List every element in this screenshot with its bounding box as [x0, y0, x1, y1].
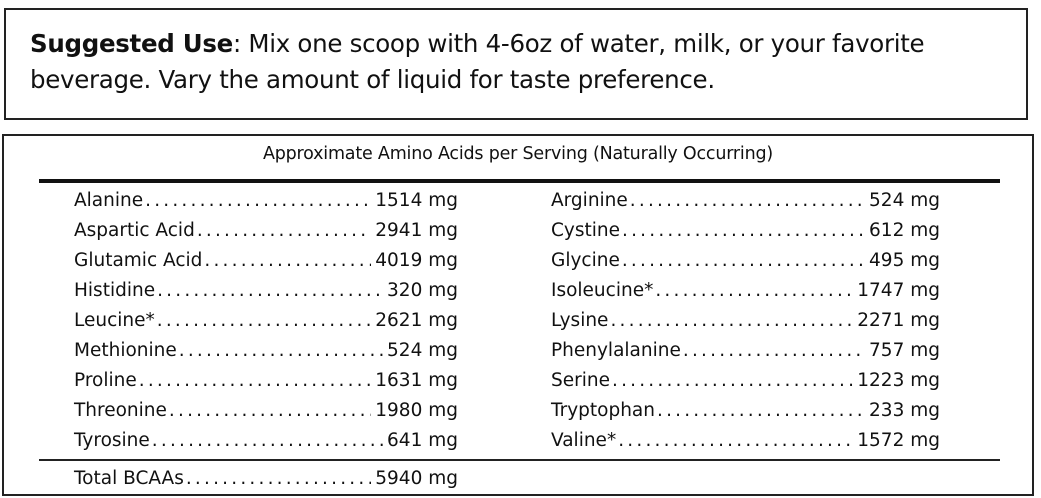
row-name: Serine — [551, 370, 610, 391]
suggested-use-body: : Mix one scoop with 4-6oz of water, mil… — [30, 29, 925, 94]
table-row: Glycine 495 mg — [551, 246, 940, 276]
row-name: Glutamic Acid — [74, 250, 203, 271]
row-value: 1980 mg — [375, 400, 458, 421]
dot-leader — [179, 336, 383, 366]
row-name: Alanine — [74, 190, 144, 211]
dot-leader — [622, 246, 865, 276]
table-row: Arginine 524 mg — [551, 186, 940, 216]
dot-leader — [618, 426, 853, 456]
table-row: Phenylalanine 757 mg — [551, 336, 940, 366]
suggested-use-text: Suggested Use: Mix one scoop with 4-6oz … — [30, 26, 1020, 98]
dot-leader — [610, 306, 853, 336]
row-name: Glycine — [551, 250, 620, 271]
dot-leader — [612, 366, 853, 396]
table-row: Alanine 1514 mg — [74, 186, 458, 216]
row-value: 5940 mg — [375, 468, 458, 489]
row-name: Arginine — [551, 190, 628, 211]
row-name: Phenylalanine — [551, 340, 681, 361]
dot-leader — [655, 276, 853, 306]
table-row: Threonine 1980 mg — [74, 396, 458, 426]
dot-leader — [169, 396, 371, 426]
header-rule — [39, 179, 1000, 183]
row-value: 612 mg — [869, 220, 940, 241]
row-name: Valine* — [551, 430, 617, 451]
total-bcaas-row: Total BCAAs 5940 mg — [74, 464, 458, 494]
row-value: 2941 mg — [375, 220, 458, 241]
row-name: Aspartic Acid — [74, 220, 195, 241]
table-row: Tyrosine 641 mg — [74, 426, 458, 456]
table-row: Cystine 612 mg — [551, 216, 940, 246]
row-value: 641 mg — [387, 430, 458, 451]
row-value: 320 mg — [387, 280, 458, 301]
total-rule — [39, 459, 1000, 461]
row-value: 2271 mg — [857, 310, 940, 331]
right-column: Arginine 524 mg Cystine 612 mg Glycine 495 mg… — [551, 186, 940, 456]
row-value: 1631 mg — [375, 370, 458, 391]
row-name: Proline — [74, 370, 137, 391]
table-row: Isoleucine* 1747 mg — [551, 276, 940, 306]
amino-acids-table: Approximate Amino Acids per Serving (Nat… — [2, 134, 1034, 496]
row-name: Tryptophan — [551, 400, 655, 421]
total-section: Total BCAAs 5940 mg — [74, 464, 458, 494]
left-column: Alanine 1514 mg Aspartic Acid 2941 mg Glutam… — [74, 186, 458, 456]
row-value: 1747 mg — [857, 280, 940, 301]
suggested-use-label: Suggested Use — [30, 29, 233, 58]
dot-leader — [152, 426, 383, 456]
table-row: Valine* 1572 mg — [551, 426, 940, 456]
table-row: Proline 1631 mg — [74, 366, 458, 396]
dot-leader — [630, 186, 865, 216]
table-row: Tryptophan 233 mg — [551, 396, 940, 426]
row-name: Cystine — [551, 220, 621, 241]
table-row: Leucine* 2621 mg — [74, 306, 458, 336]
row-value: 233 mg — [869, 400, 940, 421]
row-value: 757 mg — [869, 340, 940, 361]
table-row: Histidine 320 mg — [74, 276, 458, 306]
dot-leader — [622, 216, 865, 246]
dot-leader — [145, 186, 371, 216]
dot-leader — [139, 366, 372, 396]
row-value: 1223 mg — [857, 370, 940, 391]
dot-leader — [683, 336, 865, 366]
dot-leader — [197, 216, 371, 246]
row-name: Total BCAAs — [74, 468, 184, 489]
row-value: 4019 mg — [375, 250, 458, 271]
row-name: Lysine — [551, 310, 609, 331]
table-row: Aspartic Acid 2941 mg — [74, 216, 458, 246]
dot-leader — [186, 464, 371, 494]
dot-leader — [204, 246, 371, 276]
row-value: 524 mg — [869, 190, 940, 211]
row-name: Tyrosine — [74, 430, 150, 451]
row-name: Isoleucine* — [551, 280, 654, 301]
row-value: 2621 mg — [375, 310, 458, 331]
row-name: Methionine — [74, 340, 177, 361]
row-value: 524 mg — [387, 340, 458, 361]
row-value: 495 mg — [869, 250, 940, 271]
dot-leader — [157, 276, 383, 306]
row-name: Threonine — [74, 400, 167, 421]
row-name: Leucine* — [74, 310, 155, 331]
row-value: 1572 mg — [857, 430, 940, 451]
table-row: Methionine 524 mg — [74, 336, 458, 366]
row-value: 1514 mg — [375, 190, 458, 211]
row-name: Histidine — [74, 280, 156, 301]
table-row: Serine 1223 mg — [551, 366, 940, 396]
dot-leader — [157, 306, 372, 336]
suggested-use-box: Suggested Use: Mix one scoop with 4-6oz … — [4, 8, 1028, 120]
table-row: Lysine 2271 mg — [551, 306, 940, 336]
table-row: Glutamic Acid 4019 mg — [74, 246, 458, 276]
table-heading: Approximate Amino Acids per Serving (Nat… — [262, 144, 774, 164]
dot-leader — [657, 396, 865, 426]
